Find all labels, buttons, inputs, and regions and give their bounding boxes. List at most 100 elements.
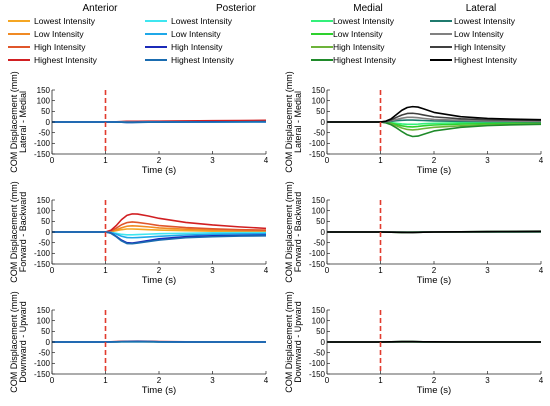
x-tick-label: 2 [432, 156, 437, 165]
series-line [327, 230, 542, 234]
legend-item-label: High Intensity [333, 42, 385, 52]
x-tick-label: 2 [432, 266, 437, 275]
y-tick-label: -50 [38, 128, 50, 137]
y-tick-label: -150 [34, 150, 51, 159]
x-tick-label: 1 [378, 156, 383, 165]
y-tick-label: 100 [37, 206, 51, 215]
series-group [52, 340, 266, 343]
y-axis-label-line2: Lateral - Medial [18, 91, 28, 153]
series-group [52, 119, 267, 124]
y-tick-label: -150 [309, 260, 326, 269]
x-axis-label: Time (s) [417, 275, 451, 286]
legend-item-label: Lowest Intensity [34, 16, 96, 26]
legend-item-label: Lowest Intensity [454, 16, 516, 26]
y-tick-label: -50 [313, 128, 325, 137]
series-line [327, 105, 542, 123]
y-tick-label: 100 [312, 96, 326, 105]
series-group [327, 105, 542, 138]
y-tick-label: -100 [34, 249, 51, 258]
legend-item-label: High Intensity [34, 42, 86, 52]
legend-item-label: Low Intensity [171, 29, 221, 39]
legend-item-label: Highest Intensity [454, 55, 518, 65]
x-tick-label: 3 [210, 156, 215, 165]
y-tick-label: 0 [321, 228, 326, 237]
legend-item-label: High Intensity [171, 42, 223, 52]
y-tick-label: 50 [316, 107, 325, 116]
x-tick-label: 3 [485, 376, 490, 385]
series-line [52, 231, 267, 245]
y-tick-label: -150 [309, 370, 326, 379]
y-axis-label-line2: Downward - Upward [18, 301, 28, 383]
y-tick-label: 0 [46, 118, 51, 127]
legend-item-label: Lowest Intensity [171, 16, 233, 26]
y-tick-label: -100 [309, 249, 326, 258]
y-tick-label: -150 [34, 260, 51, 269]
y-axis-label-line1: COM Displacement (mm) [9, 71, 19, 173]
series-group [52, 213, 267, 245]
legend-item-label: Highest Intensity [34, 55, 98, 65]
x-tick-label: 0 [325, 156, 330, 165]
y-axis-label-line1: COM Displacement (mm) [284, 71, 294, 173]
y-axis-label-line2: Downward - Upward [293, 301, 303, 383]
legend-ap: Anterior Lowest Intensity Low Intensity Hig… [8, 3, 257, 65]
y-tick-label: 0 [321, 338, 326, 347]
x-tick-label: 3 [210, 266, 215, 275]
y-tick-label: -50 [313, 238, 325, 247]
y-tick-label: 150 [312, 306, 326, 315]
legend-title-anterior: Anterior [82, 3, 118, 14]
x-axis-label: Time (s) [142, 165, 176, 176]
y-tick-label: 50 [316, 217, 325, 226]
y-axis-label-line2: Forward - Backward [293, 192, 303, 273]
y-tick-label: 0 [46, 228, 51, 237]
y-tick-label: 100 [312, 206, 326, 215]
x-tick-label: 0 [325, 376, 330, 385]
x-tick-label: 1 [103, 156, 108, 165]
x-tick-label: 2 [157, 376, 162, 385]
x-tick-label: 4 [539, 376, 544, 385]
x-tick-label: 1 [378, 376, 383, 385]
y-tick-label: -150 [309, 150, 326, 159]
x-tick-label: 4 [264, 156, 269, 165]
x-tick-label: 4 [539, 156, 544, 165]
x-tick-label: 1 [103, 266, 108, 275]
legend-item-label: Highest Intensity [333, 55, 397, 65]
y-tick-label: -100 [34, 139, 51, 148]
x-axis-label: Time (s) [417, 385, 451, 396]
legend-title-posterior: Posterior [216, 3, 257, 14]
legend-item-label: Low Intensity [454, 29, 504, 39]
y-tick-label: 150 [37, 86, 51, 95]
x-tick-label: 3 [485, 266, 490, 275]
x-tick-label: 2 [432, 376, 437, 385]
legend-item-label: Lowest Intensity [333, 16, 395, 26]
y-tick-label: 100 [312, 316, 326, 325]
x-tick-label: 3 [210, 376, 215, 385]
x-tick-label: 4 [264, 376, 269, 385]
x-axis-label: Time (s) [417, 165, 451, 176]
y-tick-label: 50 [316, 327, 325, 336]
y-tick-label: -150 [34, 370, 51, 379]
series-group [327, 230, 542, 234]
legend-ml: Medial Lowest Intensity Low Intensity High … [311, 3, 518, 65]
series-line [52, 120, 267, 124]
x-tick-label: 2 [157, 156, 162, 165]
y-axis-label-line2: Forward - Backward [18, 192, 28, 273]
x-tick-label: 0 [50, 156, 55, 165]
y-tick-label: 50 [41, 327, 50, 336]
x-tick-label: 1 [378, 266, 383, 275]
x-tick-label: 2 [157, 266, 162, 275]
y-tick-label: -100 [309, 139, 326, 148]
legend-item-label: High Intensity [454, 42, 506, 52]
x-tick-label: 0 [50, 266, 55, 275]
legend-item-label: Low Intensity [34, 29, 84, 39]
legend-title-medial: Medial [353, 3, 382, 14]
y-tick-label: -50 [38, 238, 50, 247]
y-tick-label: -100 [34, 359, 51, 368]
legend-item-label: Low Intensity [333, 29, 383, 39]
x-axis-label: Time (s) [142, 385, 176, 396]
